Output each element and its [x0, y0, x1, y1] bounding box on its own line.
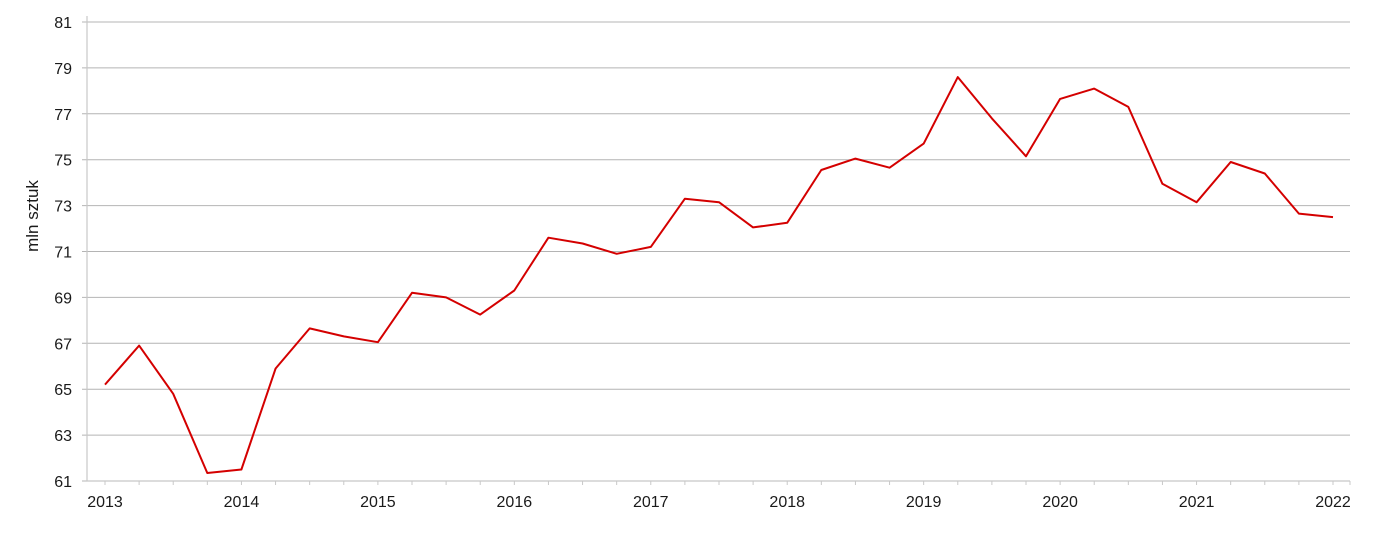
x-tick-label: 2016: [497, 494, 533, 511]
y-tick-label: 79: [54, 61, 72, 78]
y-tick-label: 67: [54, 336, 72, 353]
x-tick-labels: 2013 2014 2015 2016 2017 2018 2019 2020 2021 2022: [87, 494, 1351, 511]
y-tick-labels: 61 63 65 67 69 71 73 75 77 79 81: [54, 15, 72, 491]
x-tick-label: 2013: [87, 494, 123, 511]
x-tick-label: 2017: [633, 494, 669, 511]
y-tick-label: 65: [54, 382, 72, 399]
x-tick-label: 2020: [1042, 494, 1078, 511]
y-axis-label: mln sztuk: [23, 180, 42, 252]
series: [104, 76, 1334, 474]
series-line: [104, 76, 1334, 474]
y-tick-label: 69: [54, 290, 72, 307]
x-tick-label: 2014: [224, 494, 260, 511]
gridlines: [82, 21, 1350, 482]
x-tick-label: 2022: [1315, 494, 1351, 511]
y-tick-label: 81: [54, 15, 72, 32]
y-tick-label: 61: [54, 474, 72, 491]
axes: [86, 16, 1351, 485]
x-tick-label: 2018: [769, 494, 805, 511]
x-tick-label: 2021: [1179, 494, 1215, 511]
x-tick-label: 2015: [360, 494, 396, 511]
y-tick-label: 63: [54, 428, 72, 445]
y-tick-label: 75: [54, 153, 72, 170]
y-tick-label: 71: [54, 245, 72, 262]
x-tick-label: 2019: [906, 494, 942, 511]
y-tick-label: 77: [54, 107, 72, 124]
y-tick-label: 73: [54, 199, 72, 216]
